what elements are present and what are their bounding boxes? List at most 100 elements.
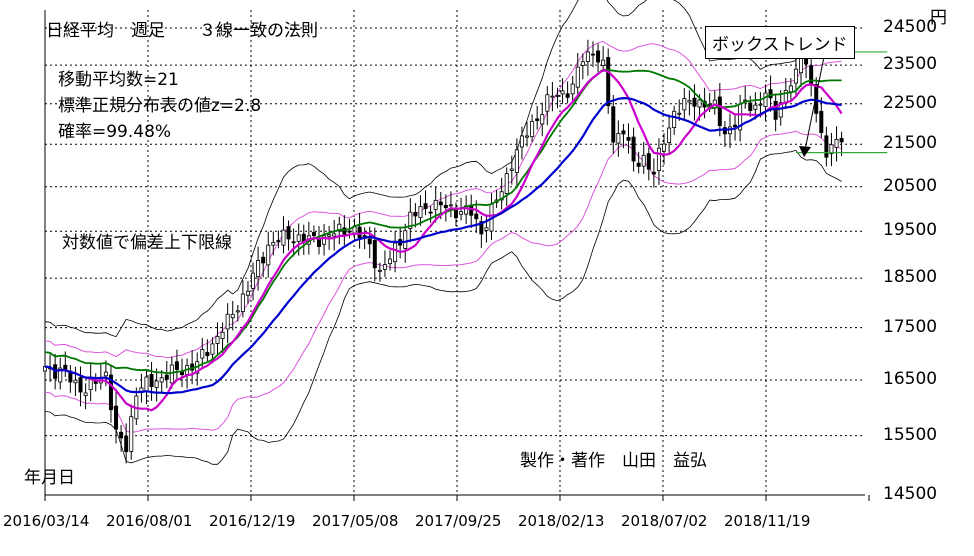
candle-down [316, 238, 321, 247]
candle-up [570, 83, 575, 95]
candle-down [692, 97, 697, 107]
candle-down [164, 374, 169, 380]
y-tick-label: 21500 [883, 133, 938, 154]
candle-down [651, 171, 656, 175]
param-probability: 確率=99.48% [58, 122, 172, 142]
candle-down [367, 238, 372, 245]
candle-up [585, 51, 590, 62]
y-tick-label: 15500 [883, 424, 938, 445]
short-ma-line [44, 68, 843, 412]
candle-up [509, 168, 514, 171]
candle-up [575, 66, 580, 88]
candle-up [418, 206, 423, 219]
candle-up [169, 364, 174, 384]
candle-down [286, 226, 291, 240]
candle-up [793, 68, 798, 84]
candle-down [839, 137, 844, 143]
candle-up [332, 233, 337, 237]
candle-up [504, 173, 509, 194]
candle-down [636, 162, 641, 167]
candle-up [788, 85, 793, 93]
x-tick-label: 2018/11/19 [724, 512, 811, 530]
moving-average-line [44, 96, 842, 395]
candle-up [601, 59, 606, 66]
candle-up [200, 349, 205, 359]
candle-up [230, 314, 235, 319]
candle-down [291, 241, 296, 244]
candle-up [519, 135, 524, 148]
candle-up [530, 120, 535, 138]
candle-down [205, 352, 210, 357]
candle-up [641, 154, 646, 167]
box-trend-label: ボックストレンド [705, 26, 855, 59]
param-ma-count: 移動平均数=21 [58, 70, 179, 90]
candle-up [525, 135, 530, 138]
candle-down [596, 50, 601, 63]
candle-up [656, 147, 661, 171]
candle-up [382, 264, 387, 270]
candle-up [829, 144, 834, 155]
x-tick-label: 2017/09/25 [415, 512, 502, 530]
x-tick-label: 2018/02/13 [518, 512, 605, 530]
arrow-shaft [804, 51, 826, 151]
lower-sigma-line [44, 130, 842, 433]
moving-average-lines [44, 68, 843, 412]
arrow-head [799, 146, 811, 157]
candle-down [479, 221, 484, 235]
candle-down [114, 405, 119, 430]
candle-down [565, 93, 570, 98]
candle-down [311, 231, 316, 237]
candle-down [768, 89, 773, 99]
upper-limit-line [44, 0, 842, 338]
candle-up [159, 377, 164, 383]
candle-up [667, 127, 672, 143]
candle-up [296, 234, 301, 242]
candle-down [748, 102, 753, 112]
chart-title: 日経平均 週足 ３線一致の法則 [46, 21, 318, 41]
candle-down [276, 240, 281, 243]
log-deviation-note: 対数値で偏差上下限線 [62, 233, 232, 253]
candle-up [753, 104, 758, 110]
candle-up [271, 241, 276, 246]
y-tick-label: 16500 [883, 368, 938, 389]
candle-down [119, 431, 124, 439]
x-tick-label: 2016/12/19 [209, 512, 296, 530]
date-axis-label: 年月日 [24, 468, 75, 488]
upper-sigma-line [44, 40, 842, 359]
candle-up [677, 112, 682, 115]
candle-up [256, 260, 261, 278]
candle-up [393, 242, 398, 263]
trend-arrows [799, 51, 826, 157]
candle-down [261, 256, 266, 264]
candle-up [43, 366, 48, 372]
candle-up [225, 313, 230, 330]
candle-down [174, 361, 179, 370]
candle-down [590, 53, 595, 56]
candle-down [372, 239, 377, 269]
candle-down [443, 204, 448, 209]
candle-up [281, 229, 286, 246]
x-tick-label: 2016/03/14 [3, 512, 90, 530]
candle-up [103, 371, 108, 377]
candle-down [631, 136, 636, 162]
candle-down [722, 127, 727, 135]
candle-down [611, 106, 616, 143]
candle-up [73, 379, 78, 384]
candle-down [621, 130, 626, 135]
lower-limit-line [44, 149, 842, 465]
candle-up [763, 92, 768, 108]
candle-up [235, 310, 240, 313]
candle-down [413, 212, 418, 217]
candle-up [245, 290, 250, 296]
candle-down [362, 235, 367, 237]
candle-up [550, 95, 555, 98]
candle-up [555, 94, 560, 97]
candle-down [733, 124, 738, 128]
candle-down [819, 110, 824, 133]
candle-down [717, 96, 722, 127]
candle-down [342, 227, 347, 235]
candle-down [824, 135, 829, 158]
candle-up [545, 94, 550, 112]
candle-up [129, 416, 134, 452]
